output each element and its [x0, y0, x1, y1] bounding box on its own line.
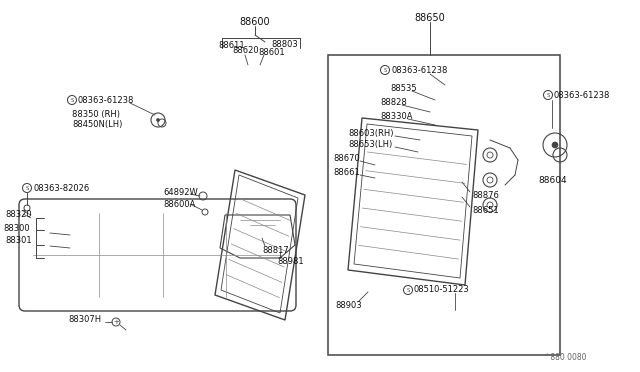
- Text: 88620: 88620: [232, 45, 259, 55]
- Text: 88603(RH): 88603(RH): [348, 128, 394, 138]
- Text: 88650: 88650: [415, 13, 445, 23]
- Text: ^880 0080: ^880 0080: [544, 353, 586, 362]
- Text: 08510-51223: 08510-51223: [414, 285, 470, 295]
- Text: 88803: 88803: [271, 39, 298, 48]
- Text: 08363-82026: 08363-82026: [33, 183, 89, 192]
- Text: +: +: [113, 319, 119, 325]
- Text: 88600: 88600: [240, 17, 270, 27]
- Text: S: S: [406, 288, 410, 292]
- Text: 88320: 88320: [5, 209, 31, 218]
- Text: 88300: 88300: [3, 224, 29, 232]
- Text: 88604: 88604: [539, 176, 567, 185]
- Text: 88350 (RH): 88350 (RH): [72, 109, 120, 119]
- Text: 88307H: 88307H: [68, 315, 101, 324]
- Text: 88981: 88981: [277, 257, 303, 266]
- Text: 88828: 88828: [380, 97, 407, 106]
- Text: 88903: 88903: [335, 301, 362, 310]
- Text: 08363-61238: 08363-61238: [554, 90, 611, 99]
- Text: 88330A: 88330A: [380, 112, 413, 121]
- Text: 88601: 88601: [258, 48, 285, 57]
- Text: S: S: [70, 97, 74, 103]
- Text: 88535: 88535: [390, 83, 417, 93]
- Text: 88450N(LH): 88450N(LH): [72, 119, 122, 128]
- Text: S: S: [383, 67, 387, 73]
- Bar: [328, 55, 560, 355]
- Circle shape: [157, 119, 159, 122]
- Text: 88670: 88670: [333, 154, 360, 163]
- Text: 08363-61238: 08363-61238: [78, 96, 134, 105]
- Text: 64892W: 64892W: [163, 187, 198, 196]
- Text: 88651: 88651: [472, 205, 499, 215]
- Text: 88600A: 88600A: [163, 199, 195, 208]
- Text: 88661: 88661: [333, 167, 360, 176]
- Circle shape: [552, 142, 558, 148]
- Text: 88301: 88301: [5, 235, 31, 244]
- Text: S: S: [547, 93, 550, 97]
- Text: S: S: [26, 186, 29, 190]
- Text: 88876: 88876: [472, 190, 499, 199]
- Text: 88611: 88611: [218, 41, 244, 49]
- Text: 08363-61238: 08363-61238: [391, 65, 447, 74]
- Text: 88817: 88817: [262, 246, 289, 254]
- Text: 88653(LH): 88653(LH): [348, 140, 392, 148]
